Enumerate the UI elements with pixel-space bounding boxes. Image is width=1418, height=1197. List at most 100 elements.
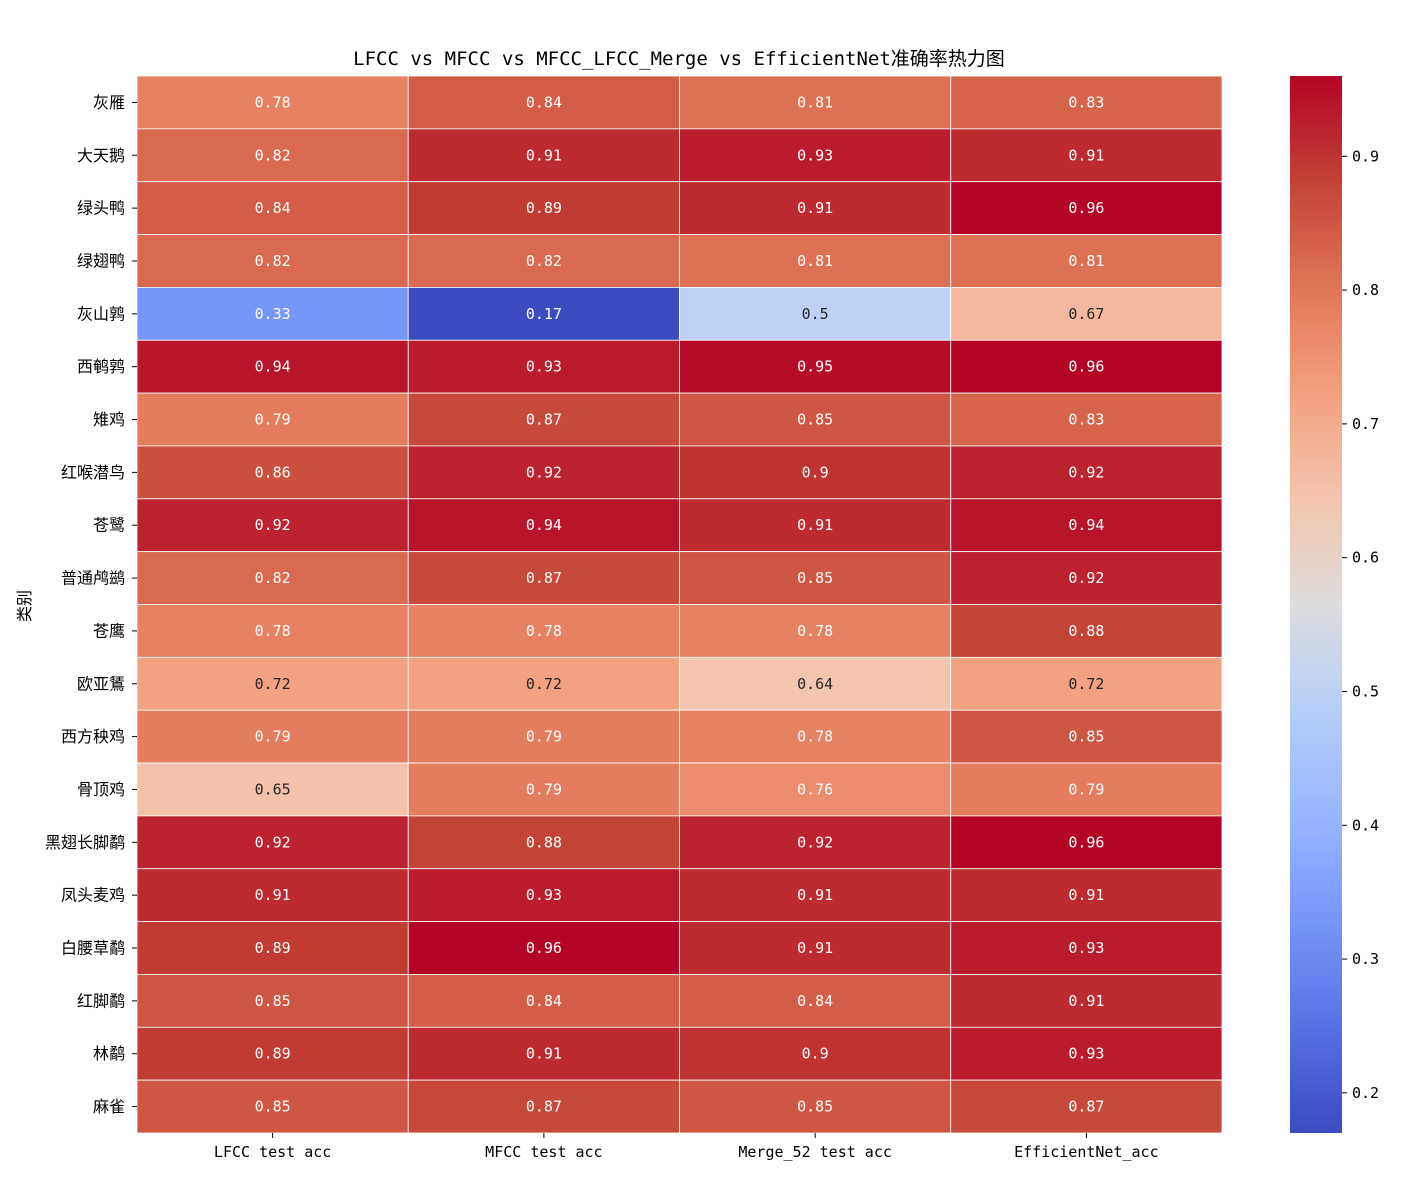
cell-value-label: 0.96: [1068, 199, 1104, 217]
heatmap-cell: [679, 974, 952, 1028]
colorbar-tick-label: 0.7: [1352, 415, 1379, 433]
cell-value-label: 0.91: [526, 146, 562, 164]
cell-value-label: 0.78: [797, 622, 833, 640]
chart-title: LFCC vs MFCC vs MFCC_LFCC_Merge vs Effic…: [353, 48, 1005, 70]
cell-value-label: 0.95: [797, 358, 833, 376]
cell-value-label: 0.87: [1068, 1098, 1104, 1116]
heatmap-cell: [679, 392, 952, 447]
cell-value-label: 0.79: [255, 411, 291, 429]
cell-value-label: 0.81: [797, 93, 833, 111]
cell-value-label: 0.91: [1068, 886, 1104, 904]
y-tick-label: 白腰草鹬: [61, 939, 125, 958]
y-tick-label: 绿头鸭: [77, 199, 125, 218]
heatmap-cell: [950, 1026, 1223, 1081]
cell-value-label: 0.76: [797, 780, 833, 798]
cell-value-label: 0.91: [526, 1045, 562, 1063]
cell-value-label: 0.84: [797, 992, 833, 1010]
heatmap-cell: [679, 286, 952, 341]
heatmap-cell: [407, 75, 680, 130]
cell-value-label: 0.5: [802, 305, 829, 323]
y-axis-ticks: 灰雁大天鹅绿头鸭绿翅鸭灰山鹑西鹌鹑雉鸡红喉潜鸟苍鹭普通鸬鹚苍鹰欧亚鵟西方秧鸡骨顶…: [45, 93, 137, 1116]
cell-value-label: 0.88: [1068, 622, 1104, 640]
colorbar-tick-label: 0.9: [1352, 147, 1379, 165]
y-axis-label: 类别: [15, 590, 34, 622]
x-tick-label: EfficientNet_acc: [1014, 1143, 1159, 1161]
colorbar-tick-label: 0.5: [1352, 682, 1379, 700]
cell-value-label: 0.82: [255, 252, 291, 270]
y-tick-label: 红喉潜鸟: [61, 463, 125, 482]
heatmap-cell: [679, 709, 952, 764]
cell-value-label: 0.78: [797, 728, 833, 746]
heatmap-cell: [136, 75, 409, 130]
cell-value-label: 0.93: [526, 886, 562, 904]
cell-value-label: 0.94: [526, 516, 562, 534]
heatmap-cell: [950, 75, 1223, 130]
heatmap-cell: [407, 604, 680, 658]
heatmap-cell: [950, 762, 1223, 817]
heatmap-cell: [407, 1026, 680, 1081]
heatmap-cells: [136, 75, 1223, 1134]
cell-value-label: 0.92: [526, 463, 562, 481]
colorbar: 0.2 0.3 0.4 0.5 0.6 0.7 0.8 0.9: [1290, 76, 1379, 1133]
cell-value-label: 0.91: [1068, 146, 1104, 164]
cell-value-label: 0.81: [1068, 252, 1104, 270]
heatmap-cell: [950, 339, 1223, 394]
y-tick-label: 欧亚鵟: [77, 674, 125, 693]
cell-value-label: 0.92: [797, 833, 833, 851]
y-tick-label: 西鹌鹑: [77, 357, 125, 376]
cell-value-label: 0.89: [255, 1045, 291, 1063]
heatmap-cell: [136, 1026, 409, 1081]
heatmap-cell: [950, 392, 1223, 447]
y-tick-label: 大天鹅: [77, 146, 125, 165]
y-tick-label: 西方秧鸡: [61, 727, 125, 746]
heatmap-cell: [136, 339, 409, 394]
heatmap-cell: [136, 286, 409, 341]
heatmap-cell: [407, 234, 680, 288]
heatmap-cell: [950, 181, 1223, 235]
cell-value-label: 0.94: [255, 358, 291, 376]
heatmap-cell: [136, 234, 409, 288]
cell-value-label: 0.82: [255, 146, 291, 164]
heatmap-cell: [679, 75, 952, 130]
cell-value-label: 0.88: [526, 833, 562, 851]
cell-value-label: 0.78: [255, 622, 291, 640]
heatmap-cell: [950, 1079, 1223, 1134]
cell-value-label: 0.84: [526, 992, 562, 1010]
cell-value-label: 0.64: [797, 675, 833, 693]
heatmap-cell: [407, 339, 680, 394]
heatmap-cell: [950, 551, 1223, 605]
y-tick-label: 凤头麦鸡: [61, 886, 125, 905]
cell-value-label: 0.87: [526, 1098, 562, 1116]
heatmap-cell: [407, 868, 680, 922]
heatmap-cell: [407, 709, 680, 764]
cell-value-label: 0.72: [255, 675, 291, 693]
cell-value-label: 0.86: [255, 463, 291, 481]
colorbar-tick-label: 0.8: [1352, 281, 1379, 299]
heatmap-cell: [679, 551, 952, 605]
cell-value-label: 0.96: [1068, 358, 1104, 376]
y-tick-label: 灰雁: [93, 93, 125, 112]
cell-value-label: 0.92: [1068, 569, 1104, 587]
cell-value-label: 0.83: [1068, 93, 1104, 111]
y-tick-label: 黑翅长脚鹬: [45, 833, 125, 852]
cell-value-label: 0.9: [802, 1045, 829, 1063]
y-tick-label: 麻雀: [93, 1097, 125, 1116]
heatmap-cell: [407, 1079, 680, 1134]
cell-value-label: 0.91: [1068, 992, 1104, 1010]
heatmap-cell: [679, 1079, 952, 1134]
heatmap-cell: [679, 1026, 952, 1081]
heatmap-cell: [950, 656, 1223, 711]
cell-value-label: 0.91: [255, 886, 291, 904]
heatmap-cell: [679, 445, 952, 500]
cell-value-label: 0.85: [255, 992, 291, 1010]
cell-value-label: 0.79: [1068, 780, 1104, 798]
heatmap-cell: [407, 181, 680, 235]
heatmap-cell: [407, 551, 680, 605]
heatmap-cell: [136, 551, 409, 605]
heatmap-cell: [136, 445, 409, 500]
heatmap-cell: [136, 1079, 409, 1134]
x-tick-label: Merge_52 test acc: [738, 1143, 892, 1161]
heatmap-cell: [136, 974, 409, 1028]
heatmap-cell: [950, 128, 1223, 183]
